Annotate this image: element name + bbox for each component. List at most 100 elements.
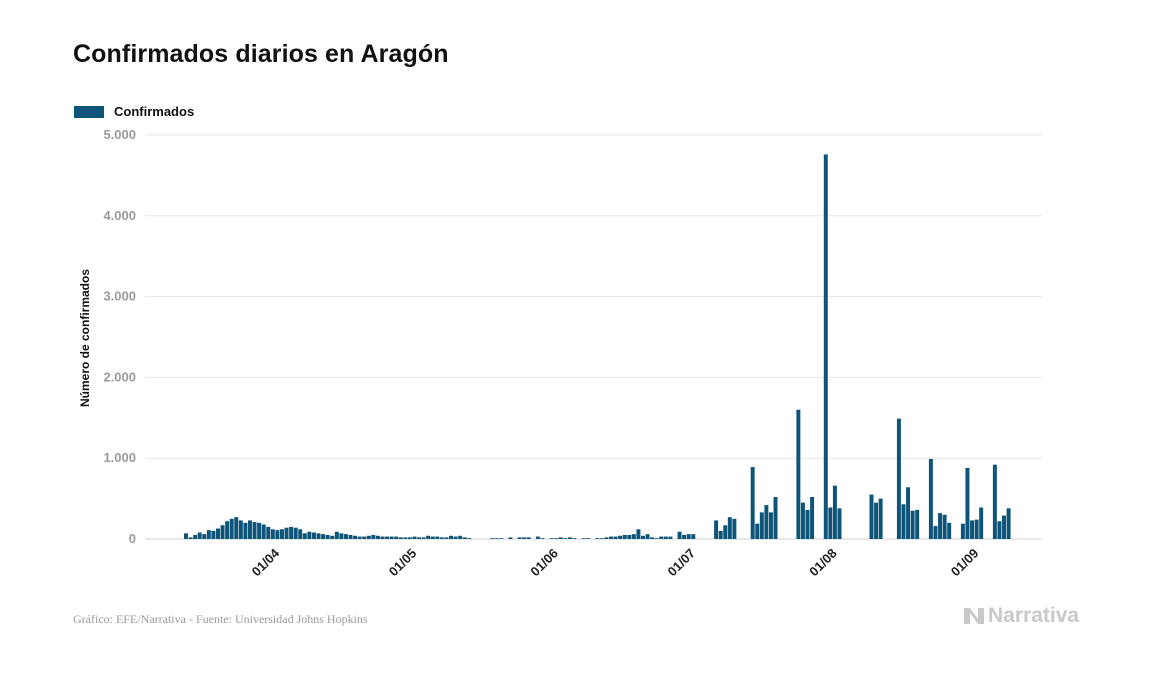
bar	[869, 494, 874, 539]
bar	[832, 485, 837, 539]
bar	[604, 537, 609, 539]
x-tick-label: 01/07	[664, 546, 698, 580]
bar	[311, 532, 316, 539]
bar	[723, 525, 728, 539]
bar	[261, 524, 266, 539]
x-tick-label: 01/06	[527, 546, 561, 580]
bar	[915, 509, 920, 539]
source-caption: Gráfico: EFE/Narrativa - Fuente: Univers…	[73, 612, 368, 626]
bar	[375, 535, 380, 539]
bar	[275, 530, 280, 539]
legend: Confirmados	[74, 104, 194, 119]
bar	[458, 535, 463, 539]
bar	[184, 533, 188, 539]
bar	[650, 537, 655, 539]
narrativa-logo-icon	[964, 608, 984, 624]
bar	[618, 535, 623, 539]
bar	[467, 538, 472, 539]
chart-title: Confirmados diarios en Aragón	[73, 40, 449, 68]
bar	[558, 537, 563, 539]
bar	[659, 536, 664, 539]
bar	[910, 510, 915, 539]
bar	[581, 538, 586, 539]
bar	[718, 530, 723, 539]
bar	[302, 533, 307, 539]
bar	[197, 532, 202, 539]
bar	[668, 536, 673, 539]
bar	[654, 538, 659, 539]
bar	[453, 536, 458, 539]
bar	[371, 534, 376, 539]
bar	[970, 520, 975, 539]
brand-label: Narrativa	[988, 604, 1080, 627]
bar	[563, 538, 568, 539]
bar	[691, 534, 696, 539]
bar	[325, 534, 330, 539]
bar	[622, 534, 627, 539]
bar	[750, 467, 755, 539]
bar	[266, 526, 271, 539]
bar	[234, 517, 239, 539]
bar	[764, 505, 769, 539]
bar	[430, 536, 435, 539]
bar	[407, 537, 412, 539]
bar	[796, 409, 801, 539]
bar	[252, 522, 257, 539]
bar	[444, 537, 449, 539]
bar	[928, 459, 933, 539]
bar	[357, 536, 362, 539]
bar	[499, 538, 504, 539]
bar	[412, 536, 417, 539]
bar	[1006, 508, 1011, 539]
bar	[494, 538, 499, 539]
y-tick-label: 2.000	[103, 369, 136, 384]
bar	[257, 522, 262, 539]
bar	[289, 526, 294, 539]
x-tick-label: 01/05	[386, 546, 420, 580]
bar	[938, 513, 943, 539]
bar	[823, 154, 828, 539]
bar	[663, 536, 668, 539]
bar	[435, 536, 440, 539]
legend-label: Confirmados	[114, 104, 195, 119]
bar	[942, 514, 947, 539]
bar	[188, 537, 193, 539]
bar	[202, 534, 207, 539]
bar	[1002, 515, 1006, 539]
bar	[549, 538, 554, 539]
bar	[896, 418, 901, 539]
bar	[517, 537, 522, 539]
bar	[768, 512, 773, 539]
bar	[878, 498, 883, 539]
bar	[965, 467, 970, 539]
y-tick-label: 1.000	[103, 450, 136, 465]
bar	[727, 517, 732, 539]
bar	[243, 522, 248, 539]
bar	[773, 496, 778, 539]
bar	[215, 528, 220, 539]
bar	[997, 521, 1002, 539]
bar	[449, 535, 454, 539]
bar	[714, 520, 719, 539]
bar	[247, 520, 252, 539]
bar	[979, 507, 984, 539]
bar	[599, 538, 604, 539]
bar	[522, 537, 527, 539]
bar	[298, 529, 303, 539]
bar	[389, 536, 394, 539]
bar	[353, 535, 358, 539]
bar	[398, 537, 403, 539]
y-tick-labels: 0 1.000 2.000 3.000 4.000 5.000	[103, 127, 136, 546]
bar	[339, 533, 344, 539]
bar	[193, 534, 198, 539]
bar	[732, 518, 737, 539]
bar	[535, 536, 540, 539]
bar	[686, 534, 691, 539]
bar	[220, 525, 225, 539]
bar	[631, 534, 636, 539]
brand-logo: Narrativa	[963, 604, 1079, 628]
bar	[343, 534, 348, 539]
bar	[334, 531, 339, 539]
bar	[330, 535, 335, 539]
legend-swatch	[74, 105, 104, 118]
